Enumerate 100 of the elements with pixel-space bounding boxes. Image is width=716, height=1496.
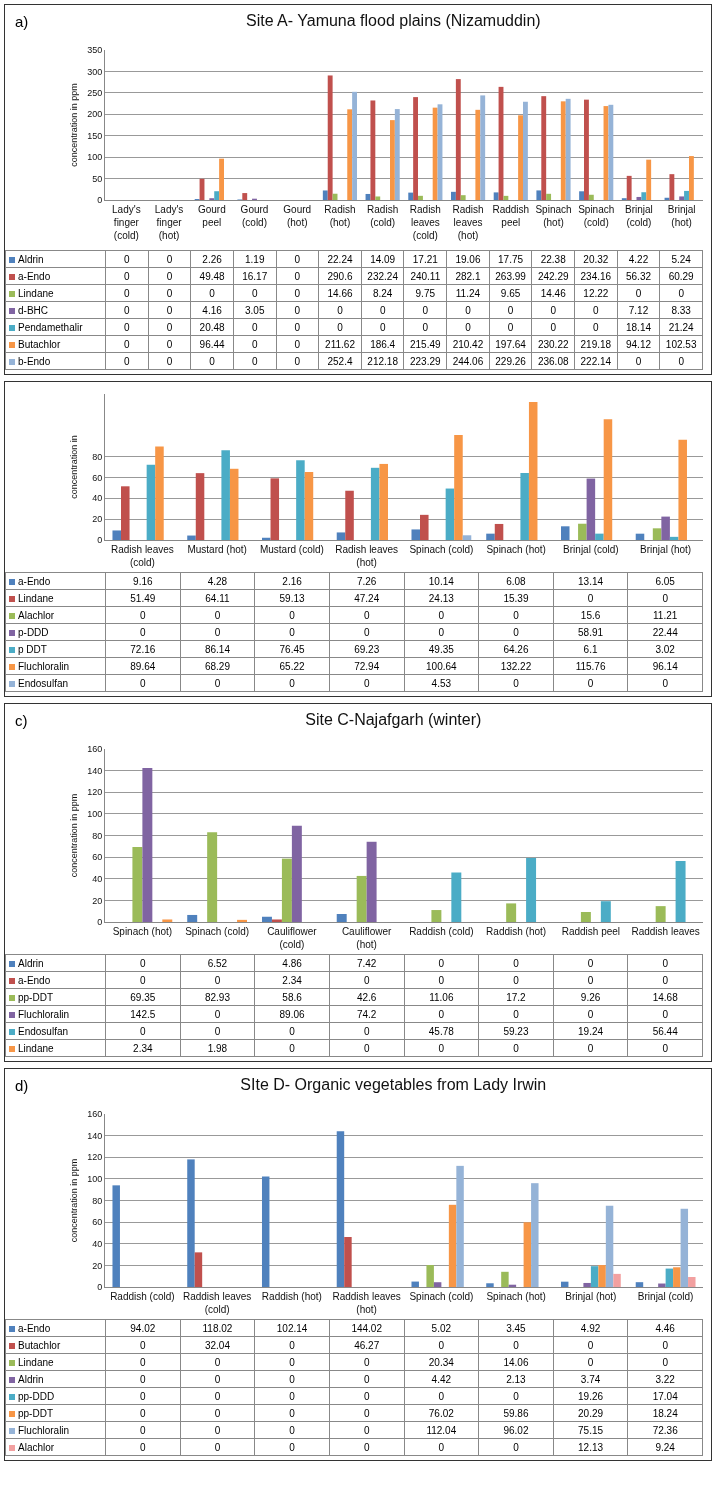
data-label: 4.86	[254, 954, 330, 972]
bar	[454, 435, 463, 540]
bar	[613, 1273, 621, 1287]
data-label: 2.34	[105, 1039, 181, 1057]
data-label: 6.52	[180, 954, 255, 972]
x-tick-label: Radish leaves (hot)	[452, 204, 484, 241]
x-tick-label: Cauliflower (hot)	[341, 926, 393, 950]
data-label: 0	[627, 1353, 703, 1371]
data-label: 0	[404, 954, 479, 972]
data-label: 86.14	[180, 640, 255, 658]
data-label: 0	[489, 301, 532, 319]
data-label: 0	[254, 1336, 330, 1354]
bar	[214, 191, 220, 200]
x-tick-label: Raddish (hot)	[486, 926, 547, 937]
bar	[546, 193, 552, 200]
data-label: 0	[478, 954, 554, 972]
bar	[494, 523, 504, 540]
data-label: 72.36	[627, 1421, 703, 1439]
data-label: 18.14	[617, 318, 660, 336]
bar	[641, 192, 647, 200]
data-label: 3.22	[627, 1370, 703, 1388]
bar	[327, 75, 333, 200]
data-label: 100.64	[404, 657, 479, 675]
data-label: 8.24	[361, 284, 404, 302]
bar	[635, 1282, 644, 1287]
legend-label: pp-DDT	[5, 1404, 106, 1422]
y-tick-label: 160	[87, 744, 103, 755]
data-label: 230.22	[531, 335, 575, 353]
data-label: 0	[627, 1005, 703, 1023]
data-label: 0	[254, 1353, 330, 1371]
bar	[669, 174, 675, 200]
data-label: 210.42	[446, 335, 490, 353]
data-label: 46.27	[329, 1336, 404, 1354]
x-tick-label: Brinjal (cold)	[563, 544, 619, 555]
x-tick-label: Radish leaves (hot)	[335, 544, 399, 568]
data-label: 15.39	[478, 589, 554, 607]
data-label: 0	[233, 335, 277, 353]
data-label: 0	[478, 1336, 554, 1354]
bar	[445, 488, 455, 540]
data-label: 17.2	[478, 988, 554, 1006]
data-label: 0	[254, 606, 330, 624]
bar	[418, 195, 423, 200]
x-tick-label: Radish (cold)	[367, 204, 399, 228]
y-tick-label: 140	[87, 765, 103, 776]
y-tick-label: 20	[92, 514, 103, 525]
data-label: 0	[276, 301, 319, 319]
x-tick-label: Radish leaves (cold)	[409, 204, 441, 241]
data-label: 0	[329, 1039, 404, 1057]
bar	[451, 872, 462, 922]
data-label: 0	[404, 606, 479, 624]
data-label: 0	[627, 674, 703, 692]
data-label: 32.04	[180, 1336, 255, 1354]
bar	[588, 194, 594, 200]
data-label: 22.38	[531, 250, 575, 268]
legend-label: Aldrin	[5, 1370, 106, 1388]
bar	[187, 1159, 195, 1287]
data-label: 0	[180, 1370, 255, 1388]
data-label: 7.42	[329, 954, 404, 972]
data-label: 0	[233, 318, 277, 336]
data-label: 0	[148, 318, 191, 336]
data-label: 102.14	[254, 1319, 330, 1337]
data-label: 19.26	[553, 1387, 628, 1405]
data-label: 45.78	[404, 1022, 479, 1040]
data-label: 0	[329, 1404, 404, 1422]
data-label: 0	[180, 1022, 255, 1040]
y-tick-label: 20	[92, 1260, 103, 1271]
data-label: 51.49	[105, 589, 181, 607]
bar	[146, 464, 156, 540]
data-label: 19.06	[446, 250, 490, 268]
data-label: 0	[329, 1370, 404, 1388]
legend-label: a-Endo	[5, 971, 106, 989]
data-label: 49.35	[404, 640, 479, 658]
data-label: 17.75	[489, 250, 532, 268]
bar	[379, 463, 388, 540]
data-label: 76.45	[254, 640, 330, 658]
bar	[636, 196, 642, 200]
bar	[673, 1267, 681, 1287]
bar	[344, 1236, 352, 1287]
bar	[237, 919, 248, 922]
bar	[522, 101, 528, 200]
y-tick-label: 80	[92, 830, 103, 841]
bar	[578, 523, 587, 540]
bar	[394, 109, 400, 200]
data-label: 0	[627, 589, 703, 607]
bar	[462, 535, 472, 540]
data-label: 3.02	[627, 640, 703, 658]
bar	[112, 1185, 120, 1287]
legend-label: a-Endo	[5, 1319, 106, 1337]
x-tick-label: Raddish leaves (hot)	[332, 1291, 401, 1315]
chart-title: Site C-Najafgarh (winter)	[305, 711, 482, 729]
bar	[603, 419, 613, 540]
legend-label: a-Endo	[5, 572, 106, 590]
data-label: 69.23	[329, 640, 404, 658]
data-label: 0	[403, 318, 447, 336]
bar	[413, 97, 419, 200]
bar	[433, 1282, 442, 1287]
legend-label: Pendamethalir	[5, 318, 106, 336]
data-label: 82.93	[180, 988, 255, 1006]
data-label: 0	[574, 318, 618, 336]
bar	[608, 104, 614, 200]
